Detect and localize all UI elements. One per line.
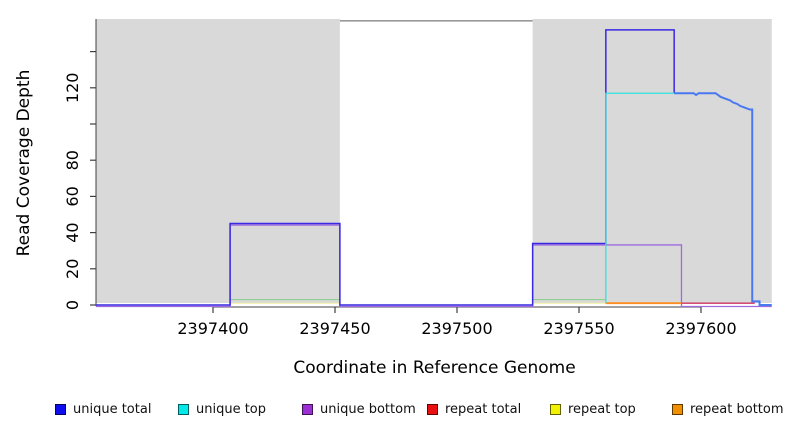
y-tick-label: 0 (63, 300, 82, 310)
x-tick-label: 2397550 (543, 319, 614, 338)
x-tick-label: 2397450 (299, 319, 370, 338)
shaded-region (95, 19, 340, 303)
shaded-region (532, 19, 772, 303)
y-tick-label: 80 (63, 150, 82, 170)
series-unique-total-right-flank- (674, 92, 772, 306)
y-tick-label: 40 (63, 222, 82, 242)
y-tick-label: 120 (63, 73, 82, 104)
series-unique-total (95, 29, 675, 306)
y-axis-title: Read Coverage Depth (14, 69, 34, 257)
x-tick-label: 2397400 (177, 319, 248, 338)
y-tick-label: 20 (63, 259, 82, 279)
x-tick-label: 2397500 (421, 319, 492, 338)
x-axis-title: Coordinate in Reference Genome (293, 358, 576, 378)
y-tick-label: 60 (63, 186, 82, 206)
x-tick-label: 2397600 (665, 319, 736, 338)
series-unique-top (605, 92, 682, 304)
